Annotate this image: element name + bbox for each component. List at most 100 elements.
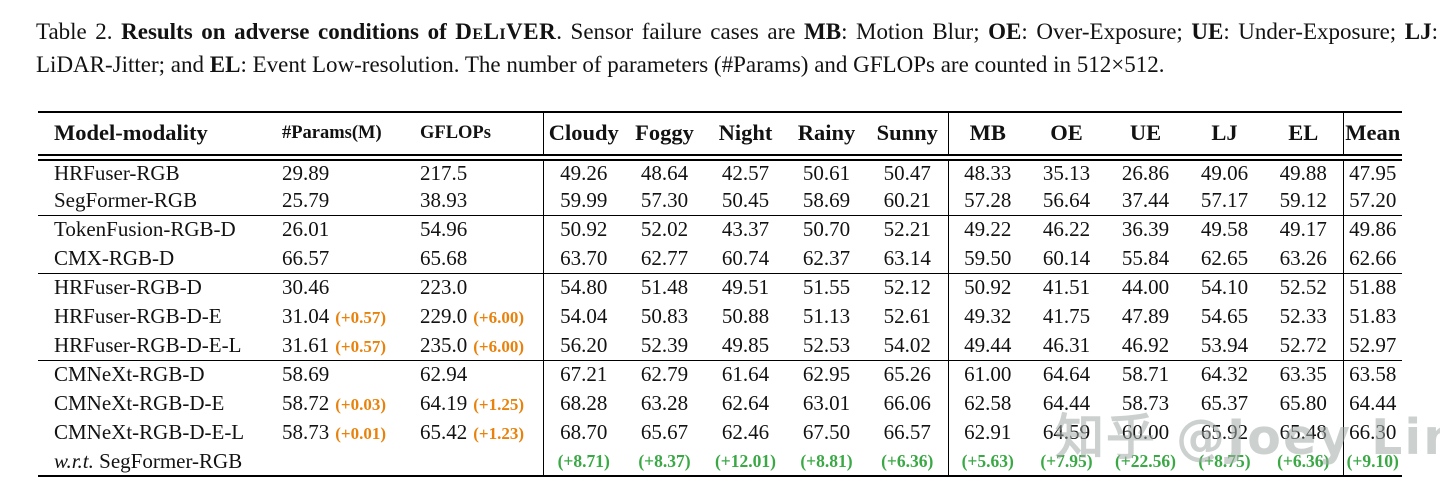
metric-value: 60.21 bbox=[867, 186, 949, 215]
gflops-number: 54.96 bbox=[420, 217, 468, 242]
metric-value: 47.89 bbox=[1121, 304, 1170, 328]
params-number: 29.89 bbox=[282, 160, 330, 185]
metric-value: 58.73 bbox=[1121, 391, 1170, 415]
metric-value: 57.17 bbox=[1200, 187, 1249, 212]
metric-value: 52.33 bbox=[1264, 302, 1344, 331]
table-row: TokenFusion-RGB-D 26.01 54.96 50.92 52.02 43.… bbox=[38, 214, 1402, 244]
metric-value: 43.37 bbox=[705, 214, 786, 244]
metric-value: 54.80 bbox=[543, 272, 624, 302]
metric-value: 49.58 bbox=[1185, 214, 1264, 244]
caption-segment: : Motion Blur; bbox=[841, 19, 989, 44]
col-header--params-m-: #Params(M) bbox=[268, 112, 408, 161]
table-row: CMNeXt-RGB-D 58.69 62.94 67.21 62.79 61.64 62.… bbox=[38, 359, 1402, 389]
gflops-value: 65.68 bbox=[408, 244, 544, 273]
model-name: w.r.t. SegFormer-RGB bbox=[38, 447, 268, 476]
params-number: 58.73 bbox=[282, 420, 330, 444]
metric-value: 50.92 bbox=[948, 272, 1027, 302]
caption-segment: LJ bbox=[1404, 19, 1432, 44]
metric-value: 50.83 bbox=[640, 304, 689, 328]
params-number: 58.72 bbox=[282, 391, 330, 415]
col-header-el: EL bbox=[1264, 112, 1344, 161]
metric-value: 48.33 bbox=[964, 160, 1012, 185]
metric-value: 62.91 bbox=[964, 420, 1012, 444]
model-name: HRFuser-RGB bbox=[38, 157, 268, 186]
col-header-oe: OE bbox=[1027, 112, 1106, 161]
mean-value: 63.58 bbox=[1343, 359, 1402, 389]
gflops-number: 65.42 bbox=[420, 420, 468, 444]
metric-value: (+8.71) bbox=[557, 450, 610, 471]
table-row: HRFuser-RGB 29.89 217.5 49.26 48.64 42.57 50.6… bbox=[38, 157, 1402, 186]
caption-segment: EL bbox=[209, 52, 241, 77]
model-label: HRFuser-RGB bbox=[54, 160, 180, 185]
params-number: 26.01 bbox=[282, 217, 330, 242]
model-label: CMNeXt-RGB-D bbox=[54, 362, 205, 387]
metric-value: 56.64 bbox=[1042, 187, 1091, 212]
metric-value: 52.21 bbox=[867, 214, 949, 244]
metric-value: 51.13 bbox=[802, 304, 851, 328]
params-number: 31.61 bbox=[282, 332, 330, 357]
gflops-value: 54.96 bbox=[408, 214, 544, 244]
model-name: SegFormer-RGB bbox=[38, 186, 268, 215]
metric-value: 68.28 bbox=[560, 391, 608, 415]
metric-value: 59.12 bbox=[1264, 186, 1344, 215]
metric-value: 49.88 bbox=[1264, 157, 1344, 186]
metric-value: 41.75 bbox=[1042, 304, 1091, 328]
metric-value: 51.48 bbox=[624, 272, 705, 302]
params-value: 31.61 (+0.57) bbox=[268, 331, 408, 360]
metric-value: 49.51 bbox=[705, 272, 786, 302]
metric-value: (+8.37) bbox=[638, 450, 691, 471]
metric-value: 57.30 bbox=[640, 187, 689, 212]
model-label: SegFormer-RGB bbox=[54, 187, 198, 212]
metric-value: 62.46 bbox=[721, 420, 770, 444]
metric-value: 65.80 bbox=[1264, 389, 1344, 418]
metric-value: 46.92 bbox=[1121, 332, 1170, 357]
gflops-number: 64.19 bbox=[420, 391, 468, 415]
metric-value: 49.06 bbox=[1200, 160, 1249, 185]
metric-value: 68.70 bbox=[560, 420, 608, 444]
metric-value: 60.14 bbox=[1042, 245, 1091, 270]
model-name: HRFuser-RGB-D bbox=[38, 272, 268, 302]
metric-value: 26.86 bbox=[1121, 160, 1170, 185]
metric-value: 52.52 bbox=[1264, 272, 1344, 302]
mean-value: 51.83 bbox=[1349, 304, 1397, 328]
metric-value: 49.44 bbox=[964, 332, 1012, 357]
gflops-value: 65.42 (+1.23) bbox=[408, 418, 544, 447]
caption-segment: : LiDAR-Jitter; and bbox=[36, 19, 1438, 77]
model-name: HRFuser-RGB-D-E bbox=[38, 302, 268, 331]
table-row: HRFuser-RGB-D-E-L 31.61 (+0.57) 235.0 (+6.00… bbox=[38, 331, 1402, 360]
gflops-number: 38.93 bbox=[420, 187, 468, 212]
mean-value: 64.44 bbox=[1349, 391, 1397, 415]
table-row: HRFuser-RGB-D 30.46 223.0 54.80 51.48 49.51 51… bbox=[38, 272, 1402, 302]
caption-segment: MB bbox=[804, 19, 842, 44]
metric-value: 67.50 bbox=[802, 420, 851, 444]
model-label: HRFuser-RGB-D-E-L bbox=[54, 332, 242, 357]
metric-value: 64.44 bbox=[1042, 391, 1091, 415]
results-table: Model-modality #Params(M) GFLOPs Cloudy Fogg… bbox=[38, 111, 1402, 477]
metric-value: 63.70 bbox=[560, 245, 608, 270]
params-delta: (+0.03) bbox=[335, 395, 387, 414]
metric-value: 60.00 bbox=[1121, 420, 1170, 444]
metric-value: 62.95 bbox=[786, 359, 867, 389]
metric-value: 66.06 bbox=[867, 389, 949, 418]
metric-value: 54.10 bbox=[1185, 272, 1264, 302]
gflops-value: 62.94 bbox=[408, 359, 544, 389]
metric-value: 42.57 bbox=[721, 160, 770, 185]
metric-value: 67.21 bbox=[543, 359, 624, 389]
mean-value: (+9.10) bbox=[1346, 450, 1399, 471]
metric-value: 35.13 bbox=[1042, 160, 1091, 185]
metric-value: 52.12 bbox=[867, 272, 949, 302]
metric-value: 52.02 bbox=[624, 214, 705, 244]
metric-value: 50.88 bbox=[721, 304, 770, 328]
metric-value: 54.65 bbox=[1200, 304, 1249, 328]
metric-value: 65.26 bbox=[867, 359, 949, 389]
metric-value: 49.17 bbox=[1264, 214, 1344, 244]
gflops-number: 62.94 bbox=[420, 362, 468, 387]
gflops-delta: (+6.00) bbox=[473, 308, 525, 327]
metric-value: 63.26 bbox=[1264, 244, 1344, 273]
metric-value: 53.94 bbox=[1200, 332, 1249, 357]
metric-value: 64.59 bbox=[1042, 420, 1091, 444]
caption-segment: : Under-Exposure; bbox=[1223, 19, 1405, 44]
model-name: CMX-RGB-D bbox=[38, 244, 268, 273]
mean-value: 57.20 bbox=[1349, 187, 1397, 212]
